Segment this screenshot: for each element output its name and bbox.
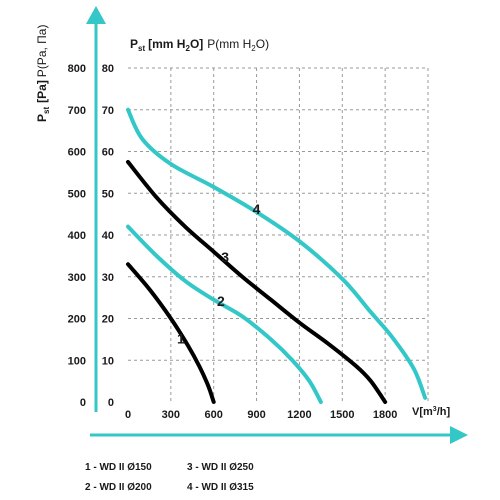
x-tick: 600 xyxy=(205,409,223,421)
y-tick-pa: 0 xyxy=(80,397,86,409)
y-tick-mm: 30 xyxy=(102,272,114,284)
curve-1 xyxy=(126,262,216,404)
curve-label-2: 2 xyxy=(217,293,225,309)
legend-item-1: 1 - WD II Ø150 xyxy=(85,462,152,473)
y-axis-label: Pst[Pa]P(Pa, Па) xyxy=(35,25,51,122)
tick-labels: 0100200300400500600700800010203040506070… xyxy=(68,63,398,421)
grid xyxy=(128,67,429,402)
y-tick-pa: 200 xyxy=(68,314,86,326)
legend-item-3: 3 - WD II Ø250 xyxy=(187,462,254,473)
y-tick-mm: 0 xyxy=(108,397,114,409)
y-axis-arrow-icon xyxy=(86,6,106,24)
legend-item-4: 4 - WD II Ø315 xyxy=(187,482,254,493)
y-tick-mm: 60 xyxy=(102,147,114,159)
axes xyxy=(86,6,468,444)
curve-label-3: 3 xyxy=(221,249,229,265)
y-tick-pa: 800 xyxy=(68,63,86,75)
x-tick: 1500 xyxy=(330,409,354,421)
y-tick-mm: 50 xyxy=(102,188,114,200)
y-tick-pa: 700 xyxy=(68,105,86,117)
curves xyxy=(126,107,428,404)
x-axis-arrow-icon xyxy=(450,426,468,444)
y-tick-mm: 40 xyxy=(102,230,114,242)
y-tick-mm: 70 xyxy=(102,105,114,117)
x-tick: 0 xyxy=(125,409,131,421)
curve-label-4: 4 xyxy=(253,201,261,217)
y-tick-mm: 80 xyxy=(102,63,114,75)
x-tick: 300 xyxy=(162,409,180,421)
y-tick-mm: 20 xyxy=(102,314,114,326)
chart-title: Pst [mm H2O] P(mm H2O) xyxy=(130,37,269,53)
y-tick-mm: 10 xyxy=(102,355,114,367)
curve-4 xyxy=(126,107,428,400)
x-tick: 1200 xyxy=(287,409,311,421)
x-tick: 1800 xyxy=(373,409,397,421)
curve-label-1: 1 xyxy=(177,331,185,347)
y-tick-pa: 300 xyxy=(68,272,86,284)
x-axis-label: V[m3/h] xyxy=(412,406,450,418)
y-tick-pa: 500 xyxy=(68,188,86,200)
curve-3 xyxy=(126,159,388,404)
y-tick-pa: 100 xyxy=(68,355,86,367)
legend-item-2: 2 - WD II Ø200 xyxy=(85,482,152,493)
curve-2 xyxy=(126,224,323,404)
y-tick-pa: 400 xyxy=(68,230,86,242)
x-tick: 900 xyxy=(247,409,265,421)
y-tick-pa: 600 xyxy=(68,147,86,159)
curve-labels: 1 2 3 4 xyxy=(177,201,261,346)
